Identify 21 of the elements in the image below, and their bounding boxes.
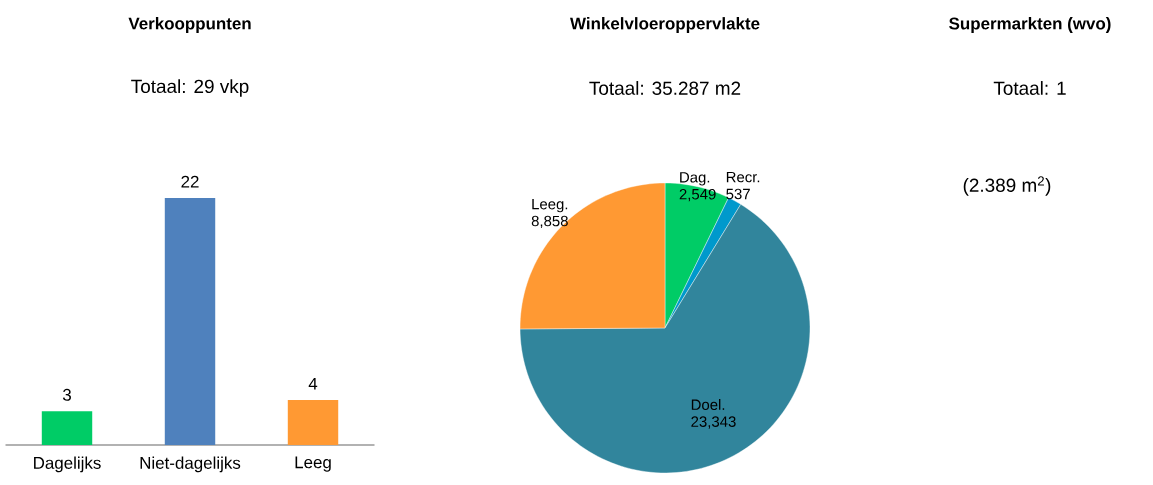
x-tick-label: Leeg [295, 456, 331, 472]
data-label: 22 [181, 175, 199, 188]
text: Totaal: 1 [993, 81, 1066, 95]
slice-label: Leeg. [532, 198, 568, 213]
x-tick-label: Dagelijks [34, 456, 101, 473]
chart-subtitle: Totaal: 29 vkp [131, 79, 249, 97]
data-label: 4 [308, 377, 318, 390]
chart-title: Winkelvloeroppervlakte [570, 17, 760, 33]
data-label: 8,858 [531, 215, 568, 229]
data-label: 23,343 [691, 416, 736, 429]
slice-label: Doel. [691, 399, 725, 410]
slice-label: Dag. [680, 172, 710, 186]
slice-label: Recr. [726, 171, 760, 183]
text: Supermarkten (wvo) [949, 17, 1111, 33]
data-label: 537 [726, 188, 750, 200]
chart-subtitle: Totaal: 35.287 m2 [589, 81, 741, 95]
text: (2.389 m$^{2}$) [963, 176, 1051, 196]
chart-title: Verkooppunten [128, 17, 251, 33]
x-tick-label: Niet-dagelijks [140, 456, 241, 473]
data-label: 2,549 [679, 188, 716, 202]
data-label: 3 [62, 388, 71, 401]
